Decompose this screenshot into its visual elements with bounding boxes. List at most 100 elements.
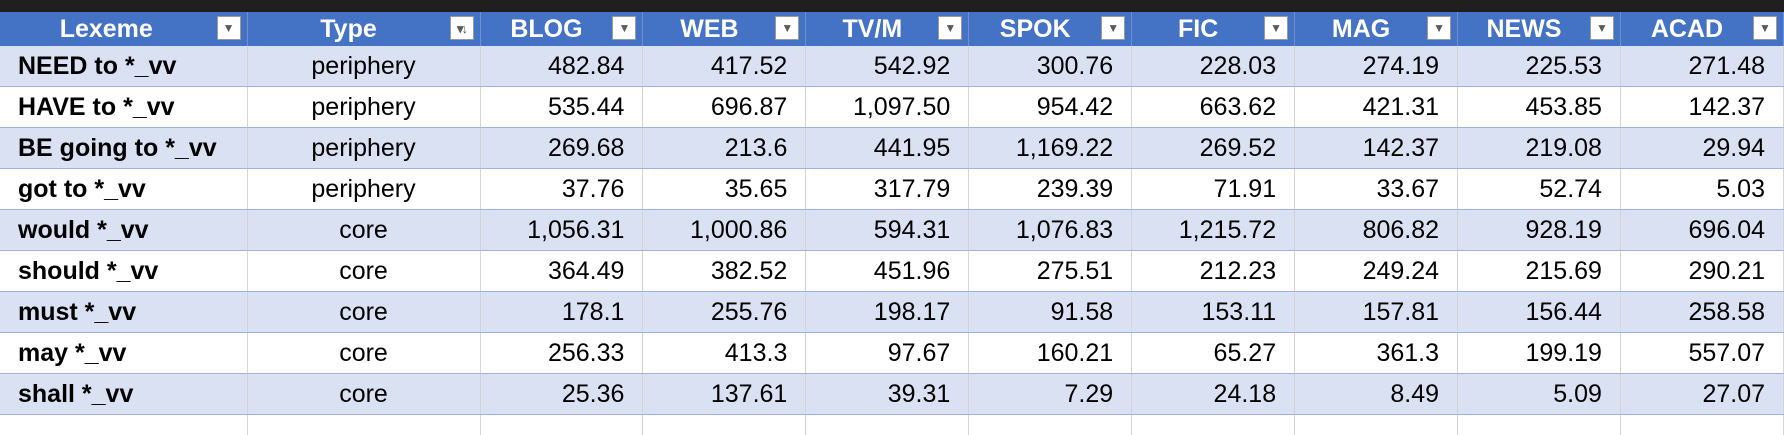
- value-cell[interactable]: 142.37: [1620, 87, 1783, 128]
- value-cell[interactable]: 1,215.72: [1132, 210, 1295, 251]
- empty-cell[interactable]: [480, 415, 643, 435]
- column-header-3[interactable]: WEB▼: [643, 12, 806, 46]
- type-cell[interactable]: periphery: [247, 87, 480, 128]
- value-cell[interactable]: 696.87: [643, 87, 806, 128]
- value-cell[interactable]: 8.49: [1295, 374, 1458, 415]
- type-cell[interactable]: periphery: [247, 169, 480, 210]
- value-cell[interactable]: 153.11: [1132, 292, 1295, 333]
- value-cell[interactable]: 25.36: [480, 374, 643, 415]
- dropdown-arrow-icon[interactable]: ▼: [217, 16, 241, 40]
- column-header-4[interactable]: TV/M▼: [806, 12, 969, 46]
- value-cell[interactable]: 275.51: [969, 251, 1132, 292]
- value-cell[interactable]: 421.31: [1295, 87, 1458, 128]
- value-cell[interactable]: 5.09: [1458, 374, 1621, 415]
- empty-cell[interactable]: [247, 415, 480, 435]
- empty-cell[interactable]: [1132, 415, 1295, 435]
- column-header-1[interactable]: Type▾↓: [247, 12, 480, 46]
- value-cell[interactable]: 213.6: [643, 128, 806, 169]
- value-cell[interactable]: 37.76: [480, 169, 643, 210]
- value-cell[interactable]: 27.07: [1620, 374, 1783, 415]
- value-cell[interactable]: 258.58: [1620, 292, 1783, 333]
- empty-cell[interactable]: [1295, 415, 1458, 435]
- empty-cell[interactable]: [1458, 415, 1621, 435]
- value-cell[interactable]: 269.68: [480, 128, 643, 169]
- column-header-9[interactable]: ACAD▼: [1620, 12, 1783, 46]
- value-cell[interactable]: 52.74: [1458, 169, 1621, 210]
- value-cell[interactable]: 417.52: [643, 46, 806, 87]
- value-cell[interactable]: 91.58: [969, 292, 1132, 333]
- value-cell[interactable]: 274.19: [1295, 46, 1458, 87]
- value-cell[interactable]: 1,169.22: [969, 128, 1132, 169]
- value-cell[interactable]: 1,000.86: [643, 210, 806, 251]
- value-cell[interactable]: 225.53: [1458, 46, 1621, 87]
- value-cell[interactable]: 219.08: [1458, 128, 1621, 169]
- column-header-2[interactable]: BLOG▼: [480, 12, 643, 46]
- sort-descending-icon[interactable]: ▾↓: [450, 16, 474, 40]
- column-header-8[interactable]: NEWS▼: [1458, 12, 1621, 46]
- value-cell[interactable]: 361.3: [1295, 333, 1458, 374]
- value-cell[interactable]: 157.81: [1295, 292, 1458, 333]
- value-cell[interactable]: 256.33: [480, 333, 643, 374]
- value-cell[interactable]: 696.04: [1620, 210, 1783, 251]
- value-cell[interactable]: 156.44: [1458, 292, 1621, 333]
- type-cell[interactable]: core: [247, 210, 480, 251]
- value-cell[interactable]: 300.76: [969, 46, 1132, 87]
- empty-cell[interactable]: [806, 415, 969, 435]
- value-cell[interactable]: 451.96: [806, 251, 969, 292]
- value-cell[interactable]: 413.3: [643, 333, 806, 374]
- value-cell[interactable]: 97.67: [806, 333, 969, 374]
- value-cell[interactable]: 65.27: [1132, 333, 1295, 374]
- value-cell[interactable]: 364.49: [480, 251, 643, 292]
- value-cell[interactable]: 441.95: [806, 128, 969, 169]
- lexeme-cell[interactable]: may *_vv: [0, 333, 247, 374]
- value-cell[interactable]: 542.92: [806, 46, 969, 87]
- lexeme-cell[interactable]: BE going to *_vv: [0, 128, 247, 169]
- value-cell[interactable]: 215.69: [1458, 251, 1621, 292]
- value-cell[interactable]: 212.23: [1132, 251, 1295, 292]
- dropdown-arrow-icon[interactable]: ▼: [1753, 16, 1777, 40]
- value-cell[interactable]: 249.24: [1295, 251, 1458, 292]
- value-cell[interactable]: 29.94: [1620, 128, 1783, 169]
- value-cell[interactable]: 35.65: [643, 169, 806, 210]
- dropdown-arrow-icon[interactable]: ▼: [1590, 16, 1614, 40]
- empty-cell[interactable]: [1620, 415, 1783, 435]
- value-cell[interactable]: 255.76: [643, 292, 806, 333]
- value-cell[interactable]: 199.19: [1458, 333, 1621, 374]
- value-cell[interactable]: 178.1: [480, 292, 643, 333]
- value-cell[interactable]: 33.67: [1295, 169, 1458, 210]
- type-cell[interactable]: core: [247, 292, 480, 333]
- dropdown-arrow-icon[interactable]: ▼: [1264, 16, 1288, 40]
- column-header-5[interactable]: SPOK▼: [969, 12, 1132, 46]
- value-cell[interactable]: 594.31: [806, 210, 969, 251]
- type-cell[interactable]: periphery: [247, 46, 480, 87]
- value-cell[interactable]: 269.52: [1132, 128, 1295, 169]
- lexeme-cell[interactable]: must *_vv: [0, 292, 247, 333]
- value-cell[interactable]: 228.03: [1132, 46, 1295, 87]
- value-cell[interactable]: 317.79: [806, 169, 969, 210]
- column-header-7[interactable]: MAG▼: [1295, 12, 1458, 46]
- lexeme-cell[interactable]: HAVE to *_vv: [0, 87, 247, 128]
- value-cell[interactable]: 557.07: [1620, 333, 1783, 374]
- lexeme-cell[interactable]: should *_vv: [0, 251, 247, 292]
- column-header-0[interactable]: Lexeme▼: [0, 12, 247, 46]
- type-cell[interactable]: core: [247, 333, 480, 374]
- lexeme-cell[interactable]: NEED to *_vv: [0, 46, 247, 87]
- value-cell[interactable]: 142.37: [1295, 128, 1458, 169]
- value-cell[interactable]: 71.91: [1132, 169, 1295, 210]
- value-cell[interactable]: 239.39: [969, 169, 1132, 210]
- column-header-6[interactable]: FIC▼: [1132, 12, 1295, 46]
- dropdown-arrow-icon[interactable]: ▼: [938, 16, 962, 40]
- value-cell[interactable]: 535.44: [480, 87, 643, 128]
- type-cell[interactable]: core: [247, 251, 480, 292]
- value-cell[interactable]: 137.61: [643, 374, 806, 415]
- value-cell[interactable]: 954.42: [969, 87, 1132, 128]
- value-cell[interactable]: 160.21: [969, 333, 1132, 374]
- value-cell[interactable]: 806.82: [1295, 210, 1458, 251]
- dropdown-arrow-icon[interactable]: ▼: [1101, 16, 1125, 40]
- lexeme-cell[interactable]: would *_vv: [0, 210, 247, 251]
- type-cell[interactable]: periphery: [247, 128, 480, 169]
- dropdown-arrow-icon[interactable]: ▼: [1427, 16, 1451, 40]
- value-cell[interactable]: 39.31: [806, 374, 969, 415]
- value-cell[interactable]: 482.84: [480, 46, 643, 87]
- value-cell[interactable]: 5.03: [1620, 169, 1783, 210]
